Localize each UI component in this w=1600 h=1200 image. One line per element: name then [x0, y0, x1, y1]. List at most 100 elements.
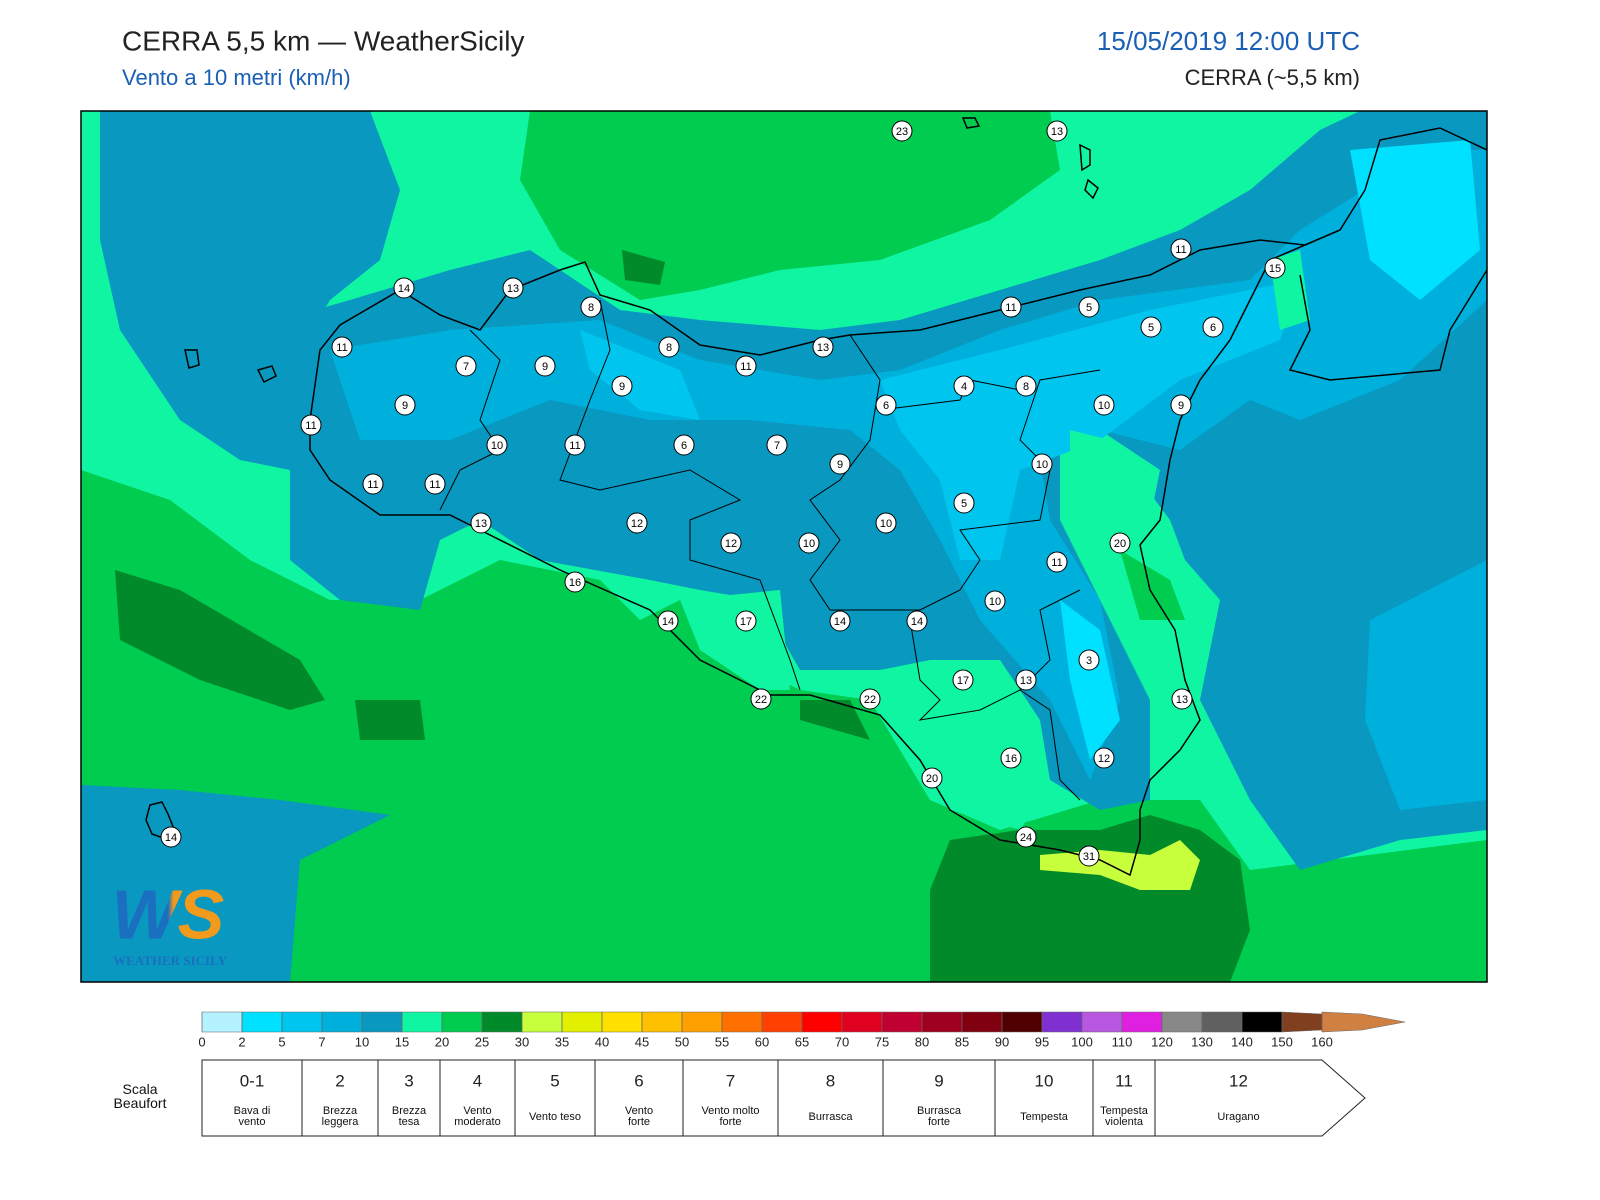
station-marker [1046, 551, 1068, 573]
beaufort-force: 10 [1035, 1071, 1054, 1090]
station-marker [424, 473, 446, 495]
station-marker [812, 336, 834, 358]
colorbar-tick-label: 140 [1231, 1034, 1253, 1049]
station-value: 9 [1178, 400, 1184, 412]
station-value: 11 [429, 479, 440, 491]
colorbar-tick-label: 150 [1271, 1034, 1293, 1049]
beaufort-description: Vento forte [624, 1105, 654, 1128]
beaufort-description: Tempesta violenta [1100, 1105, 1148, 1128]
station-marker [1170, 238, 1192, 260]
colorbar-segment [601, 1011, 643, 1033]
station-value: 10 [880, 518, 892, 530]
station-value: 15 [1269, 263, 1281, 275]
beaufort-force: 9 [934, 1071, 943, 1090]
colorbar-tick-label: 7 [318, 1034, 325, 1049]
beaufort-force: 2 [335, 1071, 344, 1090]
station-value: 5 [1148, 322, 1154, 334]
beaufort-box [994, 1059, 1094, 1137]
station-value: 14 [398, 283, 410, 295]
colorbar-segment [1041, 1011, 1083, 1033]
wind-field [622, 250, 665, 285]
colorbar-segment [241, 1011, 283, 1033]
wind-field [100, 111, 400, 470]
wind-field [1060, 600, 1120, 760]
beaufort-description: Brezza tesa [391, 1105, 427, 1128]
beaufort-box [594, 1059, 684, 1137]
wind-field [800, 700, 870, 740]
station-value: 13 [507, 283, 519, 295]
beaufort-force: 4 [473, 1071, 482, 1090]
station-value: 8 [588, 302, 594, 314]
beaufort-box [1092, 1059, 1156, 1137]
wind-field [355, 700, 425, 740]
station-marker [829, 453, 851, 475]
colorbar-segment [961, 1011, 1003, 1033]
station-value: 11 [336, 342, 347, 354]
stations: 23 13 11 15 14 13 8 11 5 5 6 11 8 13 7 9 11 4 8 9 9 6 10 9 11 10 1… [160, 120, 1286, 867]
colorbar-tick-label: 0 [198, 1034, 205, 1049]
colorbar-tick-label: 100 [1071, 1034, 1093, 1049]
province-border [909, 589, 1081, 721]
datetime: 15/05/2019 12:00 UTC [1097, 26, 1360, 56]
colorbar-segment [881, 1011, 923, 1033]
station-marker [1078, 845, 1100, 867]
station-marker [534, 355, 556, 377]
station-value: 6 [1210, 322, 1216, 334]
station-value: 12 [1098, 753, 1110, 765]
station-value: 11 [1051, 557, 1062, 569]
colorbar-tick-label: 5 [278, 1034, 285, 1049]
station-value: 12 [725, 538, 737, 550]
subtitle: Vento a 10 metri (km/h) [122, 65, 351, 90]
station-marker [953, 375, 975, 397]
station-value: 13 [475, 518, 487, 530]
station-value: 14 [834, 616, 846, 628]
station-marker [891, 120, 913, 142]
wind-field [1120, 550, 1185, 620]
station-value: 9 [402, 400, 408, 412]
station-marker [658, 336, 680, 358]
colorbar-segment [681, 1011, 723, 1033]
station-value: 13 [817, 342, 829, 354]
colorbar-tick-label: 20 [435, 1034, 449, 1049]
station-value: 17 [740, 616, 752, 628]
colorbar-segment [921, 1011, 963, 1033]
station-marker [906, 610, 928, 632]
station-marker [1264, 257, 1286, 279]
colorbar-tick-label: 90 [995, 1034, 1009, 1049]
station-value: 10 [989, 596, 1001, 608]
station-value: 20 [926, 773, 938, 785]
station-value: 9 [619, 381, 625, 393]
station-value: 5 [961, 498, 967, 510]
beaufort-description: Tempesta [1020, 1110, 1068, 1123]
station-marker [984, 590, 1006, 612]
station-marker [393, 277, 415, 299]
wind-field [115, 570, 325, 710]
colorbar-tick-label: 120 [1151, 1034, 1173, 1049]
station-marker [1202, 316, 1224, 338]
station-value: 14 [911, 616, 923, 628]
station-marker [394, 394, 416, 416]
station-marker [1031, 453, 1053, 475]
beaufort-box [201, 1059, 303, 1137]
colorbar-segment [521, 1011, 563, 1033]
beaufort-description: Uragano [1217, 1110, 1260, 1123]
beaufort-description: Burrasca forte [916, 1105, 962, 1128]
station-value: 11 [1175, 244, 1186, 256]
colorbar-tick-label: 50 [675, 1034, 689, 1049]
station-marker [300, 414, 322, 436]
beaufort-force: 7 [726, 1071, 735, 1090]
beaufort-box [377, 1059, 441, 1137]
colorbar-tick-label: 60 [755, 1034, 769, 1049]
beaufort-description: Burrasca [808, 1110, 853, 1123]
station-value: 16 [569, 577, 581, 589]
colorbar-tick-label: 110 [1112, 1034, 1133, 1049]
station-value: 5 [1086, 302, 1092, 314]
station-marker [750, 688, 772, 710]
station-value: 6 [681, 440, 687, 452]
station-marker [875, 394, 897, 416]
station-value: 6 [883, 400, 889, 412]
colorbar-segment [281, 1011, 323, 1033]
station-marker [580, 296, 602, 318]
logo-mark: WS [112, 875, 225, 953]
wind-field [920, 660, 1040, 830]
